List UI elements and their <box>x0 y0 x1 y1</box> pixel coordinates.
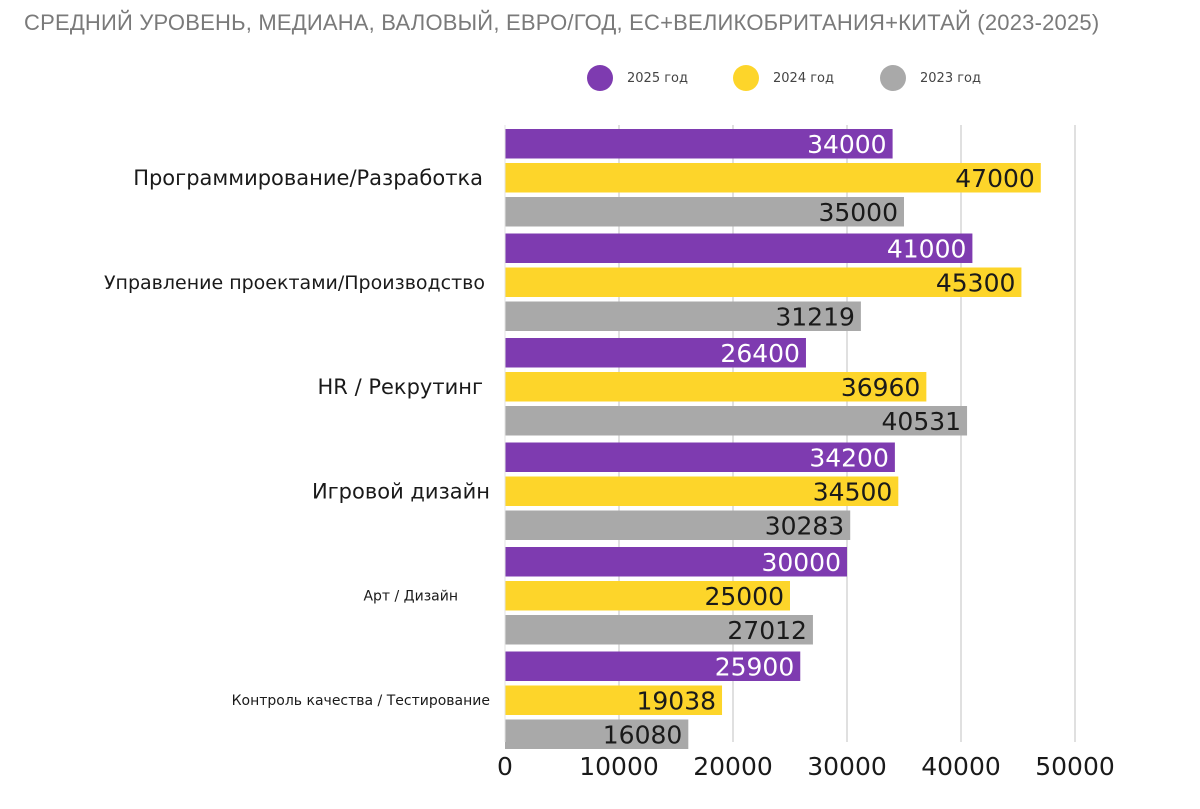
bar-value-label: 25000 <box>704 582 784 611</box>
bar-value-label: 36960 <box>841 373 921 402</box>
category-label: Управление проектами/Производство <box>104 272 485 294</box>
category-label: Контроль качества / Тестирование <box>232 693 490 709</box>
bar-value-label: 41000 <box>887 234 967 263</box>
bar <box>505 197 904 227</box>
bar-value-label: 34000 <box>807 130 887 159</box>
bar <box>505 301 861 331</box>
bar <box>505 163 1041 193</box>
bar <box>505 651 801 681</box>
bar <box>505 406 968 436</box>
bar-value-label: 45300 <box>936 268 1016 297</box>
bar <box>505 442 895 472</box>
bar-value-label: 34200 <box>809 443 889 472</box>
bar <box>505 129 893 159</box>
x-tick-label: 30000 <box>807 752 887 781</box>
category-label: HR / Рекрутинг <box>318 375 483 399</box>
bar <box>505 581 790 611</box>
bar-value-label: 35000 <box>818 198 898 227</box>
x-tick-label: 10000 <box>579 752 659 781</box>
bar <box>505 615 813 645</box>
bar <box>505 719 689 749</box>
bar-value-label: 27012 <box>727 616 807 645</box>
x-tick-label: 40000 <box>921 752 1001 781</box>
bar-value-label: 30283 <box>765 511 845 540</box>
bar-value-label: 34500 <box>813 477 893 506</box>
bar-value-label: 40531 <box>882 407 962 436</box>
bar <box>505 233 973 263</box>
bar <box>505 547 847 577</box>
x-tick-label: 20000 <box>693 752 773 781</box>
x-tick-label: 50000 <box>1035 752 1115 781</box>
bar <box>505 510 851 540</box>
bar <box>505 338 806 368</box>
category-label: Арт / Дизайн <box>363 589 458 605</box>
category-label: Игровой дизайн <box>312 480 490 504</box>
x-tick-label: 0 <box>497 752 513 781</box>
bar <box>505 476 899 506</box>
bar-value-label: 25900 <box>715 652 795 681</box>
bar <box>505 267 1022 297</box>
bar-value-label: 47000 <box>955 164 1035 193</box>
category-label: Программирование/Разработка <box>133 166 483 190</box>
bar-value-label: 31219 <box>775 302 855 331</box>
bar <box>505 685 723 715</box>
bar-value-label: 30000 <box>761 548 841 577</box>
bar-value-label: 16080 <box>603 720 683 749</box>
bar-value-label: 19038 <box>637 686 717 715</box>
chart-title: СРЕДНИЙ УРОВЕНЬ, МЕДИАНА, ВАЛОВЫЙ, ЕВРО/… <box>24 10 1100 35</box>
bar <box>505 372 927 402</box>
bar-value-label: 26400 <box>720 339 800 368</box>
